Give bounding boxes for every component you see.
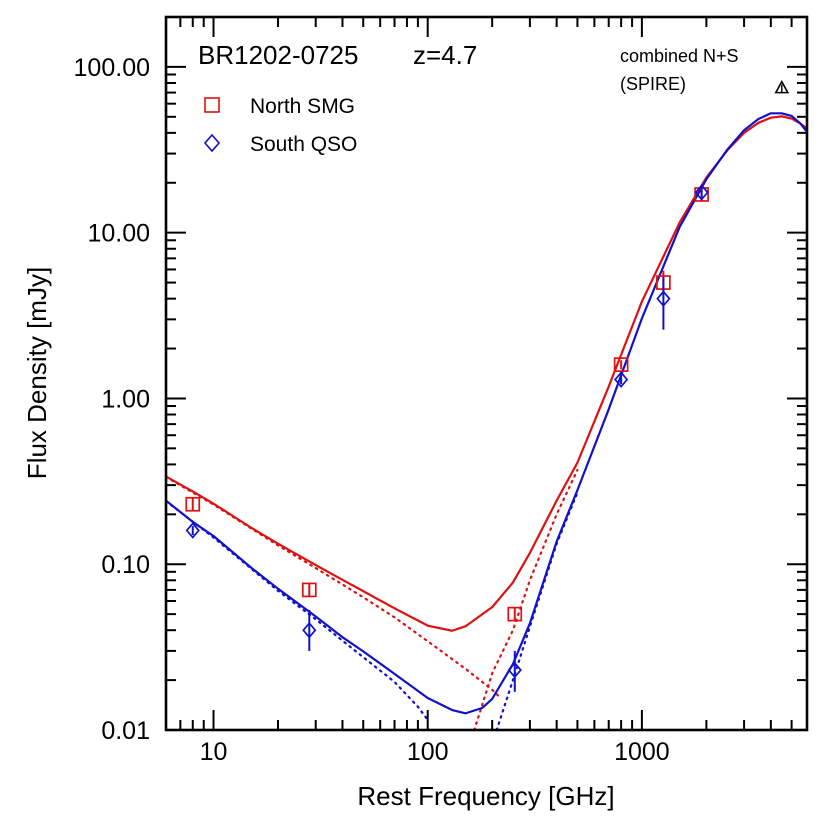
south-synchrotron-fit-line — [166, 500, 429, 722]
upper-limit-triangle-icon — [774, 79, 790, 94]
legend-south-diamond-icon — [203, 133, 221, 153]
spire-annotation-line2: (SPIRE) — [620, 74, 686, 94]
north-synchrotron-fit-line — [166, 475, 503, 700]
y-tick-label: 0.10 — [101, 551, 150, 579]
x-tick-label: 1000 — [614, 738, 670, 766]
y-tick-label: 100.00 — [74, 54, 150, 82]
y-tick-label: 10.00 — [87, 220, 150, 248]
plot-frame — [164, 15, 809, 732]
legend-north-label: North SMG — [250, 95, 355, 118]
south-total-fit-line — [166, 112, 807, 715]
legend-south-label: South QSO — [250, 133, 357, 156]
south-data-point — [694, 184, 709, 201]
x-tick-label: 100 — [407, 738, 449, 766]
north-data-point — [507, 606, 523, 622]
north-data-point — [613, 357, 629, 372]
south-data-point — [656, 290, 671, 307]
x-axis-label: Rest Frequency [GHz] — [357, 781, 614, 811]
south-data-point — [507, 661, 522, 679]
south-data-point — [614, 371, 629, 388]
spire-annotation-line1: combined N+S — [620, 46, 739, 66]
chart-title: BR1202-0725 — [198, 40, 358, 70]
north-data-point — [301, 582, 317, 598]
north-data-point — [185, 496, 201, 512]
y-axis-label: Flux Density [mJy] — [22, 267, 52, 479]
south-data-point — [185, 522, 200, 539]
x-tick-label: 10 — [200, 738, 228, 766]
chart-subtitle: z=4.7 — [413, 40, 477, 70]
y-tick-label: 1.00 — [101, 385, 150, 413]
y-tick-label: 0.01 — [101, 717, 150, 745]
south-data-point — [302, 621, 317, 639]
north-total-fit-line — [166, 115, 807, 632]
north-dust-fit-line — [473, 468, 579, 730]
legend-north-square-icon — [204, 97, 220, 113]
